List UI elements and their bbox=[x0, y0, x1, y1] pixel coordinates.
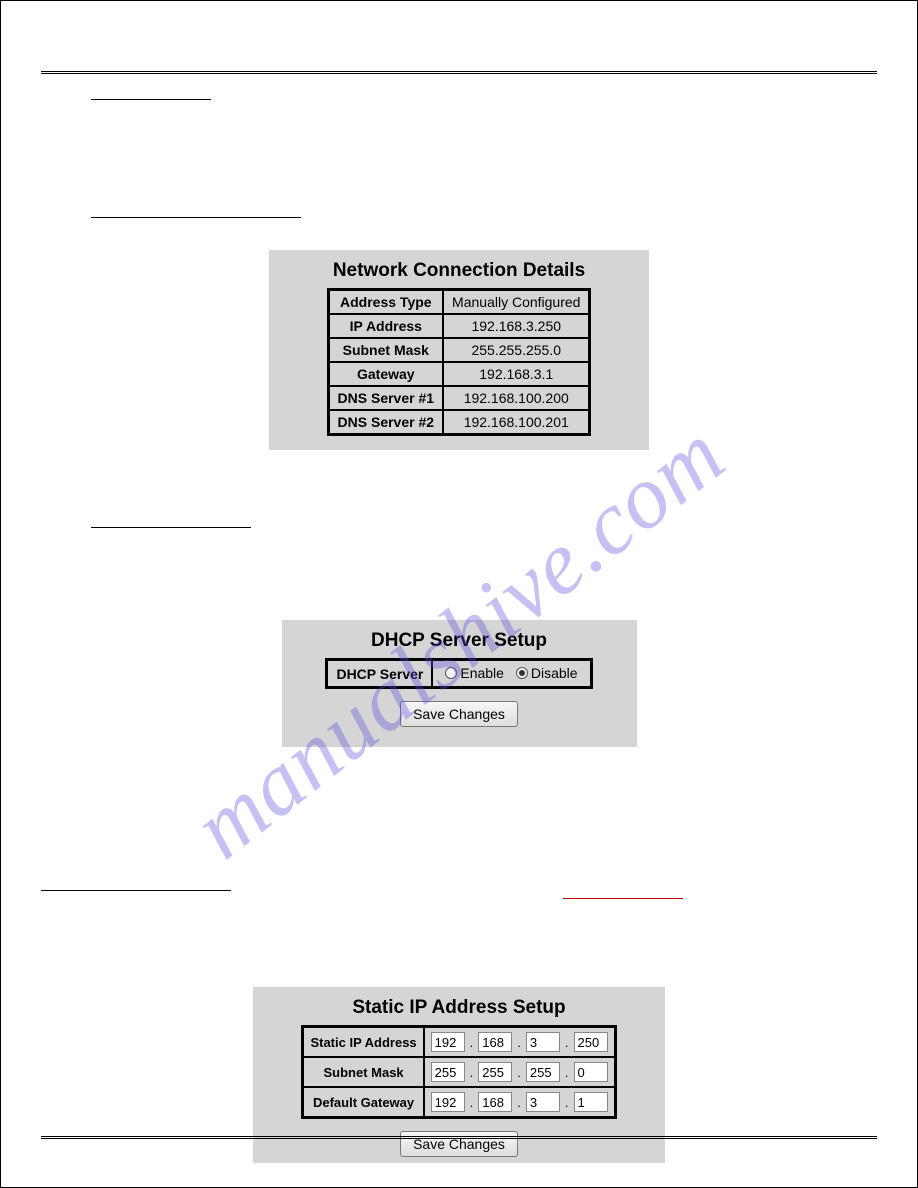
spacer bbox=[41, 747, 877, 883]
dot: . bbox=[470, 1065, 474, 1080]
network-connection-details-panel: Network Connection Details Address TypeM… bbox=[269, 250, 649, 450]
dhcp-save-button[interactable]: Save Changes bbox=[400, 701, 518, 727]
radio-icon bbox=[445, 667, 457, 679]
radio-icon bbox=[516, 667, 528, 679]
dot: . bbox=[565, 1065, 569, 1080]
table-row: Gateway192.168.3.1 bbox=[329, 362, 590, 386]
table-row: DNS Server #1192.168.100.200 bbox=[329, 386, 590, 410]
ncd-key-2: Subnet Mask bbox=[329, 338, 444, 362]
disable-radio[interactable]: Disable bbox=[516, 665, 578, 681]
spacer bbox=[41, 450, 877, 520]
ncd-val-0: Manually Configured bbox=[443, 290, 589, 314]
sip-key-1: Subnet Mask bbox=[303, 1057, 423, 1087]
dot: . bbox=[470, 1095, 474, 1110]
sip-ip-2: . . . bbox=[424, 1087, 615, 1117]
ncd-val-4: 192.168.100.200 bbox=[443, 386, 589, 410]
gateway-octet-3[interactable] bbox=[526, 1092, 560, 1112]
subnet-octet-2[interactable] bbox=[478, 1062, 512, 1082]
section3-heading-underline bbox=[41, 883, 231, 891]
table-row: Static IP Address . . . bbox=[303, 1027, 614, 1057]
static-ip-octet-2[interactable] bbox=[478, 1032, 512, 1052]
section2-heading-underline bbox=[91, 520, 251, 528]
enable-radio[interactable]: Enable bbox=[445, 665, 504, 681]
table-row: Default Gateway . . . bbox=[303, 1087, 614, 1117]
table-row: Subnet Mask . . . bbox=[303, 1057, 614, 1087]
dot: . bbox=[517, 1095, 521, 1110]
subnet-octet-1[interactable] bbox=[431, 1062, 465, 1082]
ncd-key-0: Address Type bbox=[329, 290, 444, 314]
table-row: Subnet Mask255.255.255.0 bbox=[329, 338, 590, 362]
dhcp-options-cell: Enable Disable bbox=[432, 660, 590, 687]
spacer bbox=[41, 528, 877, 608]
ncd-title: Network Connection Details bbox=[285, 260, 633, 282]
table-row: Address TypeManually Configured bbox=[329, 290, 590, 314]
disable-label: Disable bbox=[531, 665, 578, 681]
spacer bbox=[298, 727, 621, 733]
sip-ip-0: . . . bbox=[424, 1027, 615, 1057]
spacer bbox=[41, 100, 877, 210]
red-underline bbox=[563, 891, 683, 899]
table-row: DNS Server #2192.168.100.201 bbox=[329, 410, 590, 434]
ncd-key-5: DNS Server #2 bbox=[329, 410, 444, 434]
ncd-val-1: 192.168.3.250 bbox=[443, 314, 589, 338]
spacer bbox=[41, 891, 877, 947]
static-ip-octet-3[interactable] bbox=[526, 1032, 560, 1052]
sip-title: Static IP Address Setup bbox=[269, 997, 649, 1019]
dot: . bbox=[565, 1095, 569, 1110]
gateway-octet-4[interactable] bbox=[574, 1092, 608, 1112]
enable-label: Enable bbox=[460, 665, 504, 681]
sip-save-button[interactable]: Save Changes bbox=[400, 1131, 518, 1157]
sip-key-0: Static IP Address bbox=[303, 1027, 423, 1057]
sip-ip-1: . . . bbox=[424, 1057, 615, 1087]
table-row: DHCP Server Enable Disable bbox=[327, 660, 590, 687]
table-row: IP Address192.168.3.250 bbox=[329, 314, 590, 338]
ncd-val-2: 255.255.255.0 bbox=[443, 338, 589, 362]
subnet-octet-4[interactable] bbox=[574, 1062, 608, 1082]
ncd-key-1: IP Address bbox=[329, 314, 444, 338]
static-ip-octet-4[interactable] bbox=[574, 1032, 608, 1052]
ncd-table: Address TypeManually Configured IP Addre… bbox=[327, 288, 592, 436]
dot: . bbox=[517, 1065, 521, 1080]
ncd-key-3: Gateway bbox=[329, 362, 444, 386]
sip-table: Static IP Address . . . Subnet Mask . . bbox=[301, 1025, 616, 1119]
static-ip-octet-1[interactable] bbox=[431, 1032, 465, 1052]
bottom-double-rule bbox=[41, 1136, 877, 1139]
top-double-rule bbox=[41, 71, 877, 74]
sip-key-2: Default Gateway bbox=[303, 1087, 423, 1117]
gateway-octet-1[interactable] bbox=[431, 1092, 465, 1112]
ncd-val-3: 192.168.3.1 bbox=[443, 362, 589, 386]
dot: . bbox=[517, 1035, 521, 1050]
ncd-val-5: 192.168.100.201 bbox=[443, 410, 589, 434]
dhcp-server-setup-panel: DHCP Server Setup DHCP Server Enable Dis… bbox=[282, 620, 637, 747]
dhcp-table: DHCP Server Enable Disable bbox=[325, 658, 592, 689]
dot: . bbox=[565, 1035, 569, 1050]
section1b-heading-underline bbox=[91, 210, 301, 218]
subnet-octet-3[interactable] bbox=[526, 1062, 560, 1082]
page: Network Connection Details Address TypeM… bbox=[0, 0, 918, 1188]
gateway-octet-2[interactable] bbox=[478, 1092, 512, 1112]
ncd-key-4: DNS Server #1 bbox=[329, 386, 444, 410]
dhcp-row-label: DHCP Server bbox=[327, 660, 432, 687]
section1-heading-underline bbox=[91, 92, 211, 100]
dot: . bbox=[470, 1035, 474, 1050]
dhcp-title: DHCP Server Setup bbox=[298, 630, 621, 652]
